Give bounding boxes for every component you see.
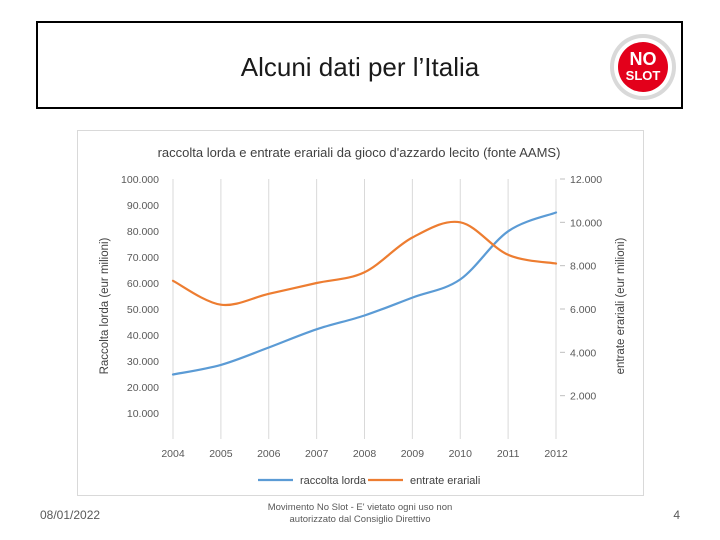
y-left-tick-label: 30.000 — [127, 356, 159, 368]
y-right-tick-label: 8.000 — [570, 261, 596, 273]
x-tick-label: 2008 — [353, 448, 377, 460]
y-left-tick-label: 10.000 — [127, 408, 159, 420]
logo-text-no: NO — [630, 49, 657, 69]
y-left-tick-label: 70.000 — [127, 252, 159, 264]
footer-disclaimer: Movimento No Slot - E' vietato ogni uso … — [240, 502, 480, 526]
y-left-tick-label: 80.000 — [127, 226, 159, 238]
series-lines — [171, 211, 558, 376]
y-right-tick-label: 6.000 — [570, 304, 596, 316]
footer-disclaimer-line1: Movimento No Slot - E' vietato ogni uso … — [267, 502, 453, 513]
footer-disclaimer-line2: autorizzato dal Consiglio Direttivo — [289, 514, 431, 525]
x-tick-label: 2006 — [257, 448, 281, 460]
slide-title: Alcuni dati per l’Italia — [240, 52, 480, 82]
y-right-tick-label: 2.000 — [570, 391, 596, 403]
series-line-raccolta-lorda — [171, 211, 558, 376]
no-slot-logo: NO SLOT — [610, 34, 676, 100]
series-line-entrate-erariali — [171, 220, 558, 307]
x-tick-label: 2012 — [544, 448, 568, 460]
y-right-tick-label: 4.000 — [570, 347, 596, 359]
line-chart: raccolta lorda e entrate erariali da gio… — [99, 145, 627, 487]
y-right-tick-label: 10.000 — [570, 217, 602, 229]
tick-labels: 2004 2005 2006 2007 2008 2009 2010 2011 2012 10.0… — [121, 174, 602, 460]
y-left-tick-label: 40.000 — [127, 330, 159, 342]
chart-frame: raccolta lorda e entrate erariali da gio… — [77, 130, 644, 496]
x-tick-label: 2009 — [401, 448, 425, 460]
legend: raccolta lorda entrate erariali — [258, 475, 480, 487]
title-box — [36, 21, 683, 109]
y-left-tick-label: 100.000 — [121, 174, 159, 186]
x-tick-label: 2010 — [449, 448, 473, 460]
y-axis-right-label: entrate erariali (eur milioni) — [615, 237, 627, 374]
x-tick-label: 2004 — [161, 448, 185, 460]
y-left-tick-label: 50.000 — [127, 304, 159, 316]
gridlines — [172, 179, 557, 439]
page-number: 4 — [673, 508, 680, 522]
footer-date: 08/01/2022 — [40, 508, 101, 522]
y-axis-left-label: Raccolta lorda (eur milioni) — [99, 237, 111, 374]
logo-text-slot: SLOT — [626, 68, 661, 83]
y-right-tick-label: 12.000 — [570, 174, 602, 186]
legend-label-entrate: entrate erariali — [410, 475, 480, 487]
x-tick-label: 2005 — [209, 448, 233, 460]
x-tick-label: 2007 — [305, 448, 329, 460]
legend-label-raccolta: raccolta lorda — [300, 475, 367, 487]
y-left-tick-label: 90.000 — [127, 200, 159, 212]
y-left-tick-label: 20.000 — [127, 382, 159, 394]
chart-title: raccolta lorda e entrate erariali da gio… — [158, 145, 561, 160]
y-left-tick-label: 60.000 — [127, 278, 159, 290]
x-tick-label: 2011 — [497, 448, 520, 460]
